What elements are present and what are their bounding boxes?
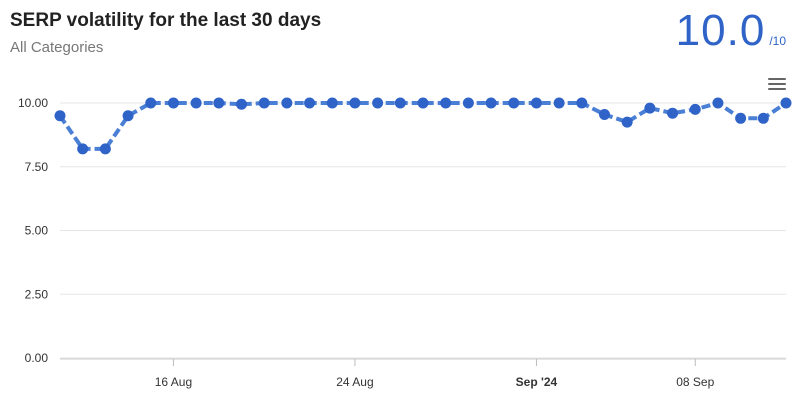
- x-tick-label: 16 Aug: [155, 375, 192, 389]
- y-tick-label: 2.50: [25, 287, 49, 301]
- x-tick-label: Sep '24: [516, 375, 558, 389]
- data-point[interactable]: [576, 97, 588, 109]
- data-point[interactable]: [644, 102, 656, 114]
- series-layer: [54, 97, 792, 155]
- data-point[interactable]: [462, 97, 474, 109]
- data-point[interactable]: [553, 97, 565, 109]
- data-point[interactable]: [122, 110, 134, 122]
- x-tick-label: 24 Aug: [336, 375, 373, 389]
- y-tick-label: 7.50: [25, 160, 49, 174]
- data-point[interactable]: [440, 97, 452, 109]
- data-point[interactable]: [417, 97, 429, 109]
- data-point[interactable]: [599, 108, 610, 120]
- volatility-score: 10.0/10: [676, 6, 786, 56]
- data-point[interactable]: [349, 97, 361, 109]
- hamburger-menu-icon[interactable]: [768, 78, 786, 92]
- y-tick-label: 5.00: [25, 224, 49, 238]
- data-point[interactable]: [304, 97, 316, 109]
- data-point[interactable]: [54, 110, 66, 122]
- data-point[interactable]: [167, 97, 179, 109]
- data-point[interactable]: [689, 103, 701, 115]
- data-point[interactable]: [236, 98, 247, 110]
- data-point[interactable]: [621, 116, 633, 128]
- data-point[interactable]: [757, 112, 769, 124]
- y-tick-label: 0.00: [25, 351, 49, 365]
- data-point[interactable]: [258, 97, 270, 109]
- data-point[interactable]: [667, 107, 679, 119]
- grid-lines: [60, 102, 786, 360]
- score-value: 10.0: [675, 6, 766, 55]
- series-line: [58, 101, 788, 151]
- chart-subtitle: All Categories: [10, 39, 104, 56]
- y-tick-label: 10.00: [18, 96, 48, 110]
- data-point[interactable]: [77, 143, 89, 155]
- data-point[interactable]: [394, 97, 406, 109]
- axis-labels: 0.00 2.50 5.00 7.50 10.00 16 Aug 24 Aug Sep '24…: [18, 96, 715, 389]
- data-point[interactable]: [712, 97, 724, 109]
- data-point[interactable]: [213, 97, 225, 109]
- data-point[interactable]: [190, 97, 202, 109]
- data-point[interactable]: [145, 97, 157, 109]
- score-scale: /10: [769, 34, 786, 48]
- data-point[interactable]: [780, 97, 792, 109]
- data-point[interactable]: [508, 97, 520, 109]
- data-point[interactable]: [530, 97, 542, 109]
- x-tick-label: 08 Sep: [676, 375, 714, 389]
- chart-title: SERP volatility for the last 30 days: [10, 10, 322, 31]
- data-point[interactable]: [372, 97, 384, 109]
- data-point[interactable]: [485, 97, 497, 109]
- data-point[interactable]: [281, 97, 293, 109]
- data-point[interactable]: [735, 112, 747, 124]
- data-point[interactable]: [99, 143, 111, 155]
- data-point[interactable]: [326, 97, 338, 109]
